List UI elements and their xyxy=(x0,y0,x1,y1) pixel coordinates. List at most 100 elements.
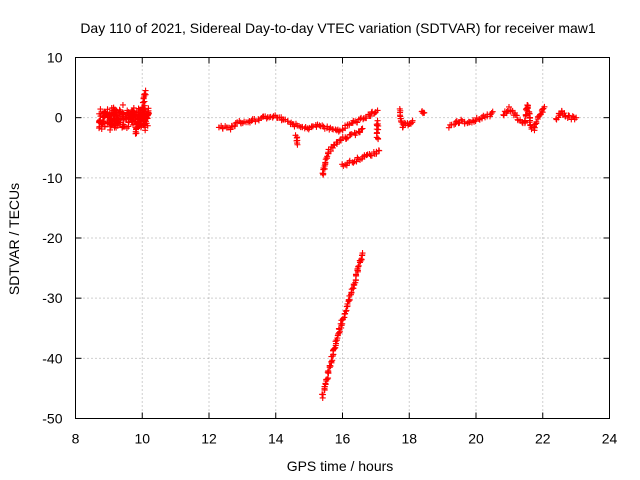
marker-evening-a xyxy=(407,120,414,127)
marker-evening-c xyxy=(488,110,495,117)
marker-midday-band xyxy=(255,116,262,123)
marker-steep-line xyxy=(339,315,346,322)
axis-layer: 8 10 12 14 16 18 20 22 24 10 0 -10 -20 -30 -40 -50 xyxy=(42,50,617,447)
marker-steep-line xyxy=(339,320,346,327)
marker-night-a xyxy=(524,104,531,111)
marker-night-b xyxy=(569,113,576,120)
y-axis-label: SDTVAR / TECUs xyxy=(6,183,22,295)
marker-cluster-morning xyxy=(119,124,126,131)
x-tick-label: 20 xyxy=(468,431,484,447)
y-tick-label: -40 xyxy=(42,350,62,366)
data-points xyxy=(96,87,580,401)
marker-night-a xyxy=(521,117,528,124)
x-tick-label: 18 xyxy=(401,431,417,447)
y-tick-label: 10 xyxy=(47,50,63,66)
marker-midday-band xyxy=(239,120,246,127)
y-tick-label: -50 xyxy=(42,411,62,427)
y-tick-label: -10 xyxy=(42,170,62,186)
x-tick-label: 24 xyxy=(602,431,618,447)
marker-cluster-morning xyxy=(104,119,111,126)
marker-drop-branch xyxy=(359,125,366,132)
marker-evening-c xyxy=(458,116,465,123)
marker-midday-band xyxy=(374,107,381,114)
marker-night-a xyxy=(526,110,533,117)
marker-late-spikes xyxy=(375,135,382,142)
marker-steep-line xyxy=(359,250,366,257)
marker-night-a xyxy=(522,112,529,119)
marker-drop-branch xyxy=(348,131,355,138)
marker-night-b xyxy=(573,114,580,121)
y-tick-label: -20 xyxy=(42,230,62,246)
marker-midday-band xyxy=(354,119,361,126)
marker-evening-c xyxy=(445,124,452,131)
marker-cluster-morning xyxy=(132,118,139,125)
marker-evening-a xyxy=(409,117,416,124)
marker-midday-band xyxy=(284,118,291,125)
marker-steep-line xyxy=(329,357,336,364)
marker-cluster-morning xyxy=(141,121,148,128)
marker-cluster-morning xyxy=(101,120,108,127)
marker-lower-branch xyxy=(368,152,375,159)
marker-cluster-morning xyxy=(110,105,117,112)
marker-cluster-morning xyxy=(101,114,108,121)
marker-steep-line xyxy=(320,391,327,398)
marker-evening-c xyxy=(472,118,479,125)
marker-rise-10h xyxy=(136,116,143,123)
marker-midday-band xyxy=(309,123,316,130)
marker-midday-band xyxy=(324,123,331,130)
x-axis-label: GPS time / hours xyxy=(287,458,394,474)
marker-drop-branch xyxy=(322,156,329,163)
marker-late-spikes xyxy=(374,117,381,124)
marker-cluster-morning xyxy=(97,117,104,124)
marker-night-a xyxy=(500,111,507,118)
marker-steep-line xyxy=(355,263,362,270)
x-tick-label: 16 xyxy=(335,431,351,447)
marker-drop-branch xyxy=(358,126,365,133)
marker-cluster-morning xyxy=(107,123,114,130)
marker-midday-band xyxy=(363,115,370,122)
marker-cluster-morning xyxy=(119,113,126,120)
marker-cluster-morning xyxy=(98,110,105,117)
marker-night-a xyxy=(541,103,548,110)
marker-steep-line xyxy=(355,262,362,269)
marker-midday-band xyxy=(335,128,342,135)
marker-drop-branch xyxy=(357,129,364,136)
x-tick-label: 8 xyxy=(72,431,80,447)
marker-dip-14-6h xyxy=(294,141,301,148)
marker-steep-line xyxy=(342,308,349,315)
marker-steep-line xyxy=(334,332,341,339)
marker-midday-band xyxy=(367,112,374,119)
marker-steep-line xyxy=(328,359,335,366)
marker-cluster-morning xyxy=(142,113,149,120)
marker-steep-line xyxy=(352,271,359,278)
marker-cluster-morning xyxy=(119,101,126,108)
marker-rise-10h xyxy=(141,98,148,105)
marker-midday-band xyxy=(263,115,270,122)
marker-cluster-morning xyxy=(113,110,120,117)
marker-cluster-morning xyxy=(128,108,135,115)
marker-evening-c xyxy=(452,118,459,125)
marker-drop-branch xyxy=(324,153,331,160)
marker-midday-band xyxy=(346,121,353,128)
marker-steep-line xyxy=(338,317,345,324)
marker-cluster-morning xyxy=(145,110,152,117)
marker-midday-band xyxy=(231,122,238,129)
marker-evening-a xyxy=(397,117,404,124)
marker-drop-branch xyxy=(343,135,350,142)
marker-steep-line xyxy=(344,300,351,307)
marker-rise-10h xyxy=(132,128,139,135)
marker-steep-line xyxy=(332,338,339,345)
marker-cluster-morning xyxy=(96,123,103,130)
x-tick-label: 12 xyxy=(201,431,217,447)
marker-steep-line xyxy=(324,376,331,383)
marker-evening-b xyxy=(421,109,428,116)
marker-steep-line xyxy=(331,345,338,352)
y-tick-label: -30 xyxy=(42,290,62,306)
y-tick-label: 0 xyxy=(55,110,63,126)
marker-cluster-morning xyxy=(97,106,104,113)
marker-cluster-morning xyxy=(109,118,116,125)
plot-frame xyxy=(75,57,610,419)
marker-cluster-morning xyxy=(107,114,114,121)
marker-steep-line xyxy=(358,256,365,263)
